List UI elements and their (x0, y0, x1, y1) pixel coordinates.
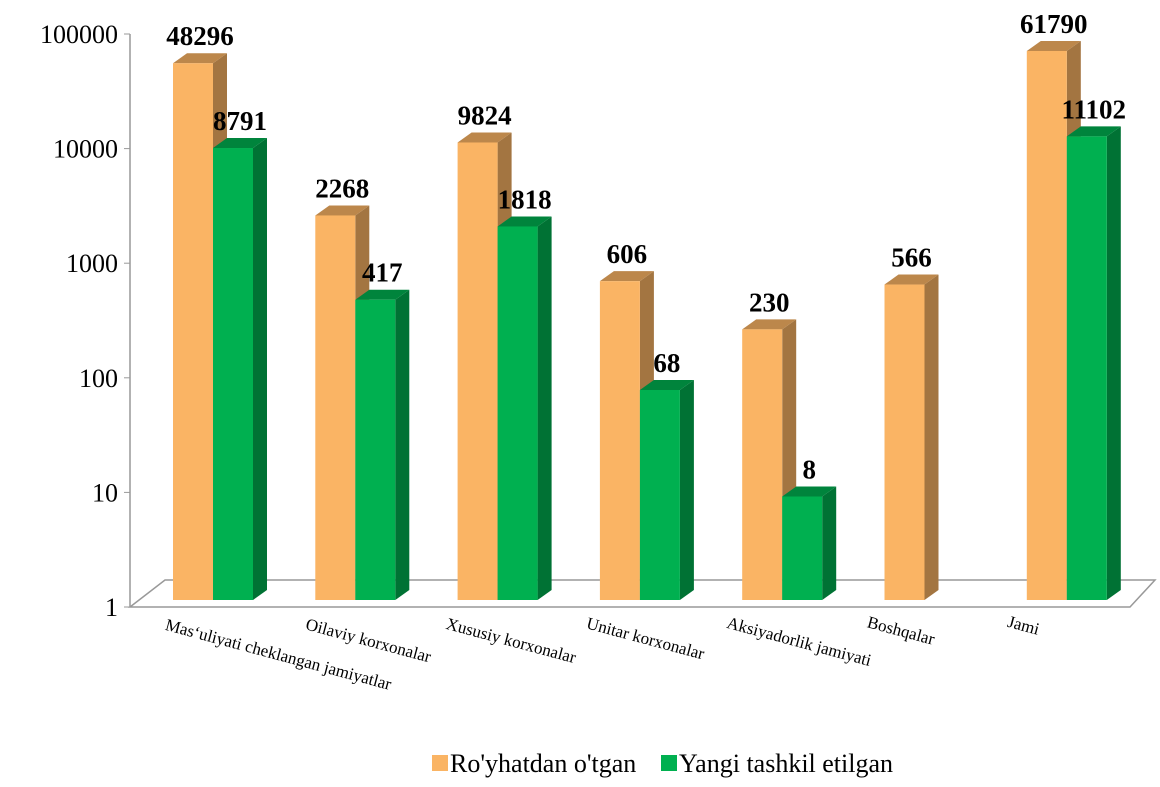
bar (1066, 126, 1121, 600)
bar (497, 216, 552, 600)
bar-front (213, 148, 253, 600)
value-label: 48296 (166, 21, 234, 51)
bar-front (639, 389, 680, 600)
value-label: 417 (362, 258, 403, 288)
value-label: 230 (749, 287, 790, 317)
bar-top (1066, 126, 1121, 137)
bar (782, 486, 837, 600)
bar-side (395, 289, 410, 600)
y-tick-label: 1000 (66, 249, 118, 278)
y-tick-label: 10000 (53, 135, 118, 164)
bar-top (173, 53, 227, 64)
bar (213, 138, 267, 600)
bar-top (884, 274, 939, 285)
bar-front (457, 142, 498, 600)
floor (127, 579, 1157, 608)
value-label: 11102 (1062, 94, 1127, 124)
bar-side (253, 138, 267, 600)
bar-top (315, 205, 370, 216)
y-tick-label: 10 (92, 478, 118, 507)
bar-top (782, 486, 837, 497)
value-label: 61790 (1020, 9, 1088, 39)
bar-front (884, 284, 925, 600)
legend-swatch (432, 755, 448, 771)
value-label: 68 (653, 348, 680, 378)
bar-side (679, 379, 694, 600)
value-label: 566 (891, 243, 932, 273)
bar-top (355, 289, 410, 300)
legend-label: Ro'yhatdan o'tgan (450, 749, 636, 778)
bar-front (173, 63, 213, 601)
bar-top (639, 379, 694, 390)
bar-front (782, 496, 823, 600)
x-tick-label: Unitar korxonalar (584, 614, 706, 664)
y-tick-label: 100000 (40, 20, 118, 49)
bar-top (497, 216, 552, 227)
bar-side (822, 486, 837, 600)
value-label: 606 (607, 239, 648, 269)
bar-front (742, 329, 783, 600)
bar-side (537, 216, 552, 600)
legend-label: Yangi tashkil etilgan (679, 749, 893, 778)
y-tick-label: 100 (79, 364, 118, 393)
bar-front (497, 226, 538, 600)
value-label: 1818 (498, 184, 552, 214)
bar (884, 274, 939, 600)
x-tick-label: Xususiy korxonalar (444, 614, 578, 667)
bar-top (1026, 40, 1081, 51)
bar-front (1066, 136, 1107, 600)
value-label: 2268 (315, 173, 369, 203)
bar-top (457, 132, 512, 143)
x-tick-label: Boshqalar (865, 613, 937, 649)
bar-top (742, 319, 797, 330)
value-label: 8 (802, 455, 816, 485)
x-tick-label: Aksiyadorlik jamiyati (725, 613, 874, 670)
bar-front (599, 281, 640, 600)
bar (639, 379, 694, 600)
bar-top (213, 138, 267, 149)
bar-front (315, 215, 356, 601)
bar-side (1106, 126, 1121, 600)
bar-front (355, 299, 396, 600)
bar-top (599, 271, 654, 282)
bar-side (924, 274, 939, 600)
x-tick-label: Jami (1006, 612, 1042, 639)
bar (355, 289, 410, 600)
x-tick-label: Mas‘uliyati cheklangan jamiyatlar (163, 615, 393, 694)
y-tick-label: 1 (105, 593, 118, 622)
legend-swatch (661, 755, 677, 771)
value-label: 8791 (213, 106, 267, 136)
value-label: 9824 (458, 100, 512, 130)
bar-front (1026, 50, 1067, 601)
